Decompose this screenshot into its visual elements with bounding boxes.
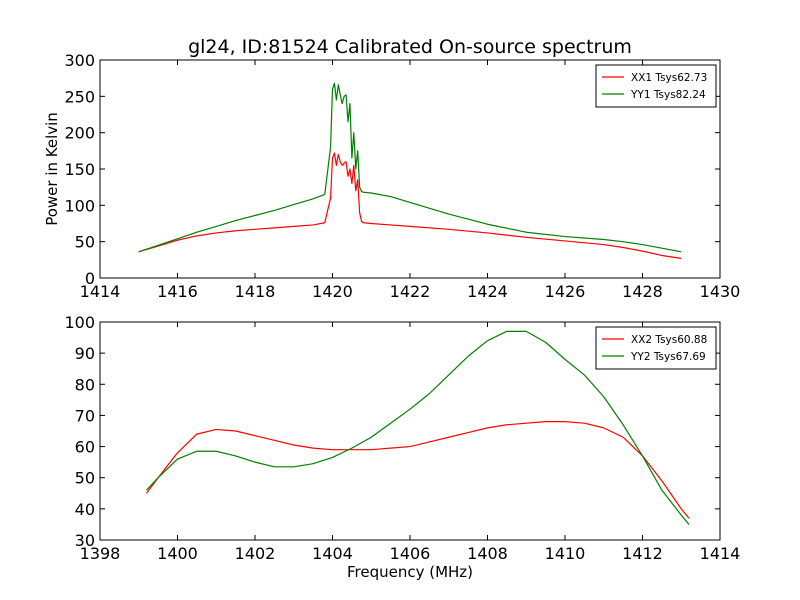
- bottom-x-tick-label: 1398: [80, 544, 121, 563]
- top-y-tick-label: 250: [64, 87, 95, 106]
- bottom-legend-label-1: XX2 Tsys60.88: [631, 334, 707, 346]
- bottom-y-tick-label: 40: [75, 500, 95, 519]
- top-legend-label-2: YY1 Tsys82.24: [630, 89, 706, 101]
- bottom-series-line-2: [146, 330, 690, 525]
- top-y-axis-label: Power in Kelvin: [43, 112, 61, 226]
- bottom-y-tick-label: 30: [75, 531, 95, 550]
- bottom-x-tick-label: 1408: [467, 544, 508, 563]
- bottom-y-tick-label: 90: [75, 344, 95, 363]
- top-legend-box: [595, 64, 717, 108]
- bottom-legend-box: [595, 326, 717, 370]
- top-x-tick-label: 1414: [80, 282, 121, 301]
- top-y-tick-label: 300: [64, 51, 95, 70]
- bottom-x-tick-label: 1406: [390, 544, 431, 563]
- top-panel: 1414 1416 1418 1420 1422 1424 1426 1428 1430 0 50 1…: [43, 51, 740, 301]
- top-series-line-2: [138, 82, 682, 253]
- bottom-series-line-1: [146, 421, 690, 519]
- top-x-tick-label: 1416: [157, 282, 198, 301]
- bottom-x-tick-label: 1404: [312, 544, 353, 563]
- bottom-y-tick-label: 70: [75, 406, 95, 425]
- bottom-y-tick-label: 100: [64, 313, 95, 332]
- top-x-tick-label: 1418: [235, 282, 276, 301]
- top-x-tick-label: 1426: [545, 282, 586, 301]
- top-x-tick-label: 1428: [622, 282, 663, 301]
- bottom-x-tick-label: 1402: [235, 544, 276, 563]
- bottom-series-layer: [146, 330, 690, 525]
- top-y-tick-label: 150: [64, 160, 95, 179]
- bottom-x-axis-label: Frequency (MHz): [347, 563, 473, 581]
- figure-title: gl24, ID:81524 Calibrated On-source spec…: [188, 36, 632, 58]
- top-y-tick-label: 200: [64, 124, 95, 143]
- top-y-tick-label: 100: [64, 196, 95, 215]
- bottom-x-tick-label: 1400: [157, 544, 198, 563]
- top-x-tick-label: 1430: [700, 282, 741, 301]
- bottom-panel: 1398 1400 1402 1404 1406 1408 1410 1412 1414 30 40…: [64, 313, 740, 581]
- bottom-x-tick-label: 1412: [622, 544, 663, 563]
- bottom-x-tick-label: 1414: [700, 544, 741, 563]
- bottom-x-tick-label: 1410: [545, 544, 586, 563]
- bottom-y-tick-label: 50: [75, 469, 95, 488]
- top-x-tick-label: 1420: [312, 282, 353, 301]
- top-ticks-layer: 1414 1416 1418 1420 1422 1424 1426 1428 1430 0 50 1…: [64, 51, 740, 301]
- bottom-y-tick-label: 60: [75, 438, 95, 457]
- top-y-tick-label: 50: [75, 233, 95, 252]
- top-series-layer: [138, 82, 682, 259]
- bottom-legend-label-2: YY2 Tsys67.69: [630, 351, 706, 363]
- top-legend-label-1: XX1 Tsys62.73: [631, 72, 707, 84]
- top-legend: XX1 Tsys62.73 YY1 Tsys82.24: [595, 64, 717, 108]
- top-y-tick-label: 0: [85, 269, 95, 288]
- bottom-y-tick-label: 80: [75, 375, 95, 394]
- bottom-legend: XX2 Tsys60.88 YY2 Tsys67.69: [595, 326, 717, 370]
- top-x-tick-label: 1422: [390, 282, 431, 301]
- bottom-ticks-layer: 1398 1400 1402 1404 1406 1408 1410 1412 1414 30 40…: [64, 313, 740, 563]
- top-x-tick-label: 1424: [467, 282, 508, 301]
- top-series-line-1: [138, 152, 682, 259]
